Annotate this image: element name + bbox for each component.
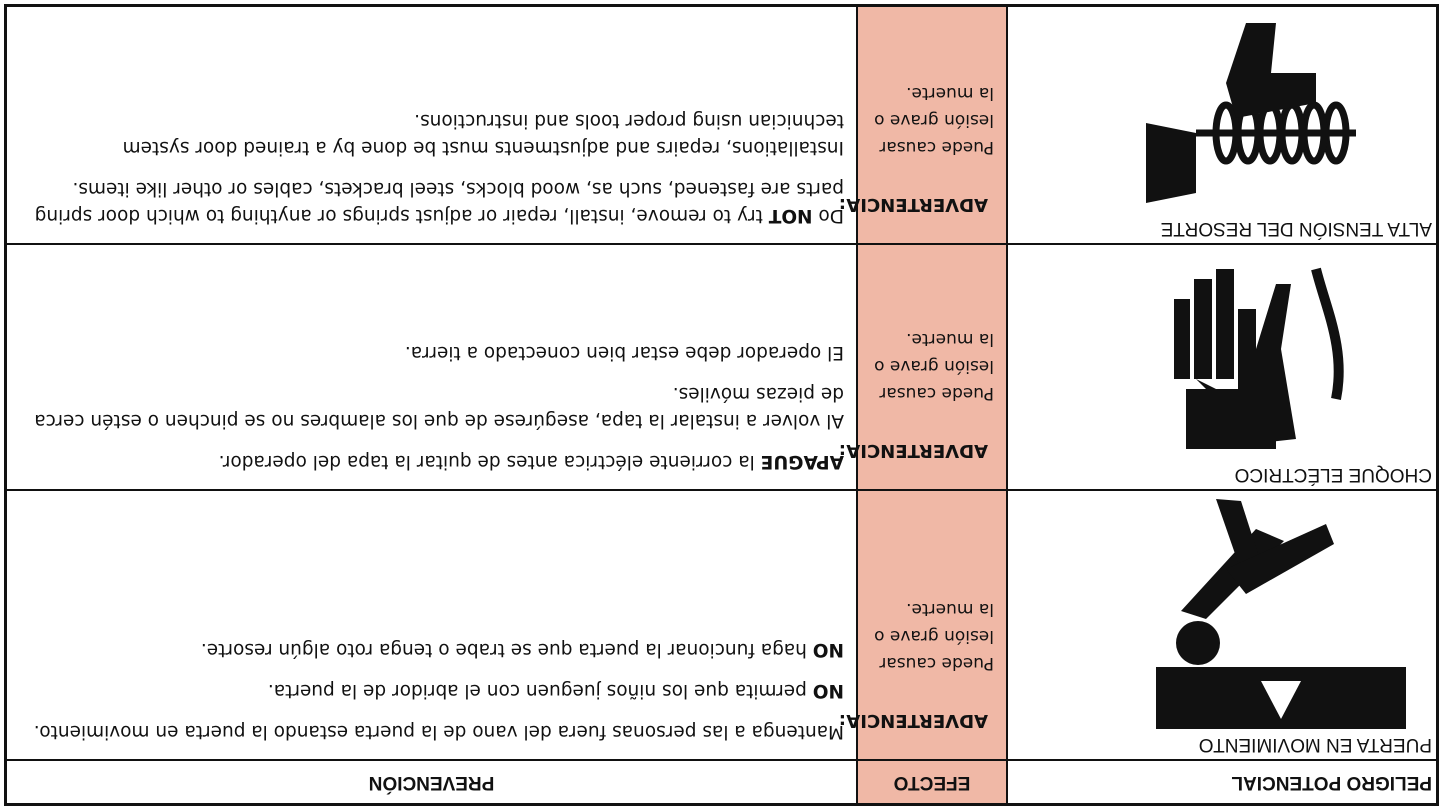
text-run: try to remove, install, repair or adjust…: [34, 178, 844, 226]
hazard-name: PUERTA EN MOVIMIENTO: [1198, 734, 1432, 755]
prevention-cell: Mantenga a las personas fuera del vano d…: [7, 489, 856, 759]
effect-title: ADVERTENCIA:: [838, 194, 988, 215]
text-run: permita que los niños jueguen con el abr…: [267, 680, 813, 701]
prevention-paragraph: NO permita que los niños jueguen con el …: [21, 677, 844, 704]
electric-shock-icon: [1174, 267, 1344, 449]
prevention-paragraph: Do NOT try to remove, install, repair or…: [21, 175, 844, 229]
text-run: Do: [812, 205, 844, 226]
effect-text: Puede causar lesión grave o la muerte.: [874, 329, 994, 403]
prevention-cell: APAGUE la corriente eléctrica antes de q…: [7, 243, 856, 489]
effect-cell: ADVERTENCIA: Puede causar lesión grave o…: [839, 243, 1006, 489]
spring-icon: [1146, 23, 1356, 203]
hazard-table: PELIGRO POTENCIAL EFECTO PREVENCIÓN PUER…: [4, 4, 1439, 806]
hazard-cell: ALTA TENSIÓN DEL RESORTE: [1006, 7, 1436, 243]
header-prevention: PREVENCIÓN: [7, 759, 856, 803]
prevention-paragraph: APAGUE la corriente eléctrica antes de q…: [21, 448, 844, 475]
prevention-paragraph: Al volver a instalar la tapa, asegúrese …: [21, 380, 844, 434]
emphasis: APAGUE: [760, 451, 844, 472]
header-effect: EFECTO: [856, 759, 1006, 803]
text-run: Installations, repairs and adjustments m…: [122, 110, 844, 158]
effect-title: ADVERTENCIA:: [838, 710, 988, 731]
emphasis: NO: [812, 680, 844, 701]
hazard-cell: CHOQUE ELÉCTRICO: [1006, 243, 1436, 489]
emphasis: NO: [812, 639, 844, 660]
prevention-paragraph: El operador debe estar bien conectado a …: [21, 339, 844, 366]
effect-text: Puede causar lesión grave o la muerte.: [874, 599, 994, 673]
effect-cell: ADVERTENCIA: Puede causar lesión grave o…: [839, 489, 1006, 759]
text-run: Al volver a instalar la tapa, asegúrese …: [34, 383, 844, 431]
effect-title: ADVERTENCIA:: [838, 440, 988, 461]
hazard-name: ALTA TENSIÓN DEL RESORTE: [1160, 218, 1432, 239]
moving-door-icon: [1156, 499, 1406, 729]
emphasis: NOT: [768, 205, 813, 226]
header-hazard: PELIGRO POTENCIAL: [1006, 759, 1436, 803]
effect-cell: ADVERTENCIA: Puede causar lesión grave o…: [839, 7, 1006, 243]
text-run: la corriente eléctrica antes de quitar l…: [218, 451, 761, 472]
effect-text: Puede causar lesión grave o la muerte.: [874, 83, 994, 157]
text-run: El operador debe estar bien conectado a …: [404, 342, 844, 363]
prevention-paragraph: Installations, repairs and adjustments m…: [21, 107, 844, 161]
hazard-name: CHOQUE ELÉCTRICO: [1234, 464, 1432, 485]
text-run: Mantenga a las personas fuera del vano d…: [33, 721, 844, 742]
text-run: haga funcionar la puerta que se trabe o …: [200, 639, 813, 660]
prevention-cell: Do NOT try to remove, install, repair or…: [7, 7, 856, 243]
prevention-paragraph: Mantenga a las personas fuera del vano d…: [21, 718, 844, 745]
prevention-paragraph: NO haga funcionar la puerta que se trabe…: [21, 636, 844, 663]
hazard-cell: PUERTA EN MOVIMIENTO: [1006, 489, 1436, 759]
